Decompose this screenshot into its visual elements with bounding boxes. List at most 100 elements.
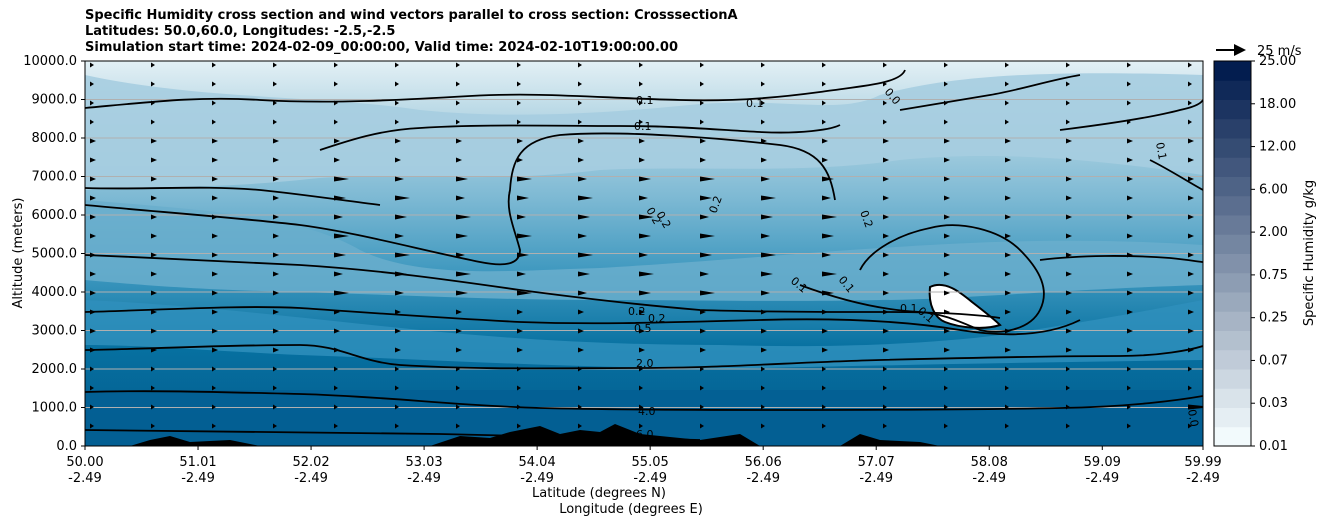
wind-vector: [456, 423, 460, 429]
wind-vector: [761, 62, 765, 68]
wind-vector: [578, 404, 582, 410]
wind-vector: [151, 119, 155, 125]
wind-vector: [395, 252, 410, 258]
wind-vector: [883, 157, 889, 163]
wind-vector: [761, 423, 765, 429]
wind-vector: [639, 385, 643, 391]
colorbar-tick-label: 0.03: [1259, 396, 1288, 411]
wind-vector: [1005, 309, 1011, 315]
wind-vector: [700, 214, 709, 220]
wind-vector: [1066, 271, 1072, 277]
wind-vector: [883, 195, 889, 201]
wind-vector: [1188, 366, 1192, 372]
wind-vector: [883, 100, 887, 106]
wind-vector: [639, 138, 645, 144]
wind-vector: [639, 195, 648, 201]
wind-vector: [1188, 290, 1194, 296]
y-tick-label: 9000.0: [32, 93, 78, 108]
wind-vector: [1066, 214, 1072, 220]
wind-vector: [1005, 423, 1009, 429]
wind-vector: [273, 195, 279, 201]
wind-vector: [1066, 423, 1070, 429]
wind-vector: [822, 404, 826, 410]
wind-vector: [822, 347, 828, 353]
wind-vector: [212, 347, 218, 353]
y-tick-label: 10000.0: [23, 54, 77, 69]
wind-vector: [761, 309, 767, 315]
colorbar-band: [1214, 176, 1251, 197]
wind-vector: [883, 119, 887, 125]
wind-vector: [944, 119, 948, 125]
wind-vector: [395, 328, 401, 334]
wind-vector: [151, 385, 155, 391]
wind-vector: [395, 366, 399, 372]
wind-vector: [395, 404, 399, 410]
x-tick-label-lon: -2.49: [294, 471, 328, 486]
wind-vector: [517, 62, 521, 68]
wind-vector: [761, 385, 765, 391]
wind-vector: [90, 157, 96, 163]
wind-vector: [822, 138, 828, 144]
wind-vector: [151, 233, 157, 239]
x-tick-label-lat: 54.04: [519, 455, 556, 470]
wind-vector: [1127, 347, 1133, 353]
wind-vector: [1188, 309, 1194, 315]
wind-vector: [883, 366, 887, 372]
colorbar-tick-label: 0.01: [1259, 439, 1288, 454]
wind-vector: [273, 347, 279, 353]
wind-vector: [456, 290, 468, 296]
x-axis-label-lat: Latitude (degrees N): [532, 486, 666, 501]
wind-vector: [1188, 252, 1194, 258]
contour-label: 6.0: [636, 428, 654, 441]
wind-vector: [90, 328, 96, 334]
wind-vector: [456, 195, 465, 201]
wind-vector: [456, 385, 460, 391]
wind-vector: [1188, 404, 1203, 410]
wind-vector: [1005, 366, 1009, 372]
wind-vector: [334, 404, 338, 410]
wind-vector: [1066, 404, 1070, 410]
wind-vector: [883, 290, 889, 296]
colorbar-tick-label: 18.00: [1259, 97, 1296, 112]
wind-vector: [883, 176, 889, 182]
band-0.07: [85, 73, 1203, 190]
contour-line: [1059, 99, 1203, 131]
wind-vector: [1188, 271, 1194, 277]
wind-vector: [1005, 157, 1011, 163]
wind-vector: [1005, 195, 1011, 201]
wind-vector: [1066, 233, 1072, 239]
wind-vector: [334, 176, 349, 182]
x-tick-label-lon: -2.49: [1085, 471, 1119, 486]
wind-vector: [1066, 176, 1072, 182]
wind-vector: [944, 366, 948, 372]
wind-vector: [1127, 366, 1131, 372]
wind-vector: [822, 328, 828, 334]
wind-vector: [822, 271, 837, 277]
wind-vector: [1066, 366, 1070, 372]
wind-vector: [639, 81, 643, 87]
wind-vector: [761, 328, 767, 334]
wind-vector: [456, 157, 462, 163]
wind-vector: [517, 119, 521, 125]
x-tick-label-lon: -2.49: [1186, 471, 1220, 486]
wind-vector: [395, 157, 401, 163]
colorbar-tick-label: 2.00: [1259, 225, 1288, 240]
wind-vector: [883, 138, 889, 144]
wind-vector: [1005, 404, 1009, 410]
wind-vector: [822, 385, 826, 391]
x-tick-label-lat: 50.00: [66, 455, 103, 470]
wind-vector: [1005, 176, 1011, 182]
wind-vector: [1066, 119, 1070, 125]
wind-vector: [700, 100, 704, 106]
colorbar-band: [1214, 99, 1251, 120]
wind-vector: [456, 233, 468, 239]
wind-vector: [700, 138, 706, 144]
colorbar-band: [1214, 349, 1251, 370]
colorbar-band: [1214, 80, 1251, 100]
wind-vector: [517, 328, 523, 334]
x-tick-label-lon: -2.49: [520, 471, 554, 486]
wind-vector: [212, 309, 218, 315]
wind-vector: [517, 214, 526, 220]
wind-vector: [1005, 214, 1011, 220]
wind-vector: [212, 366, 216, 372]
